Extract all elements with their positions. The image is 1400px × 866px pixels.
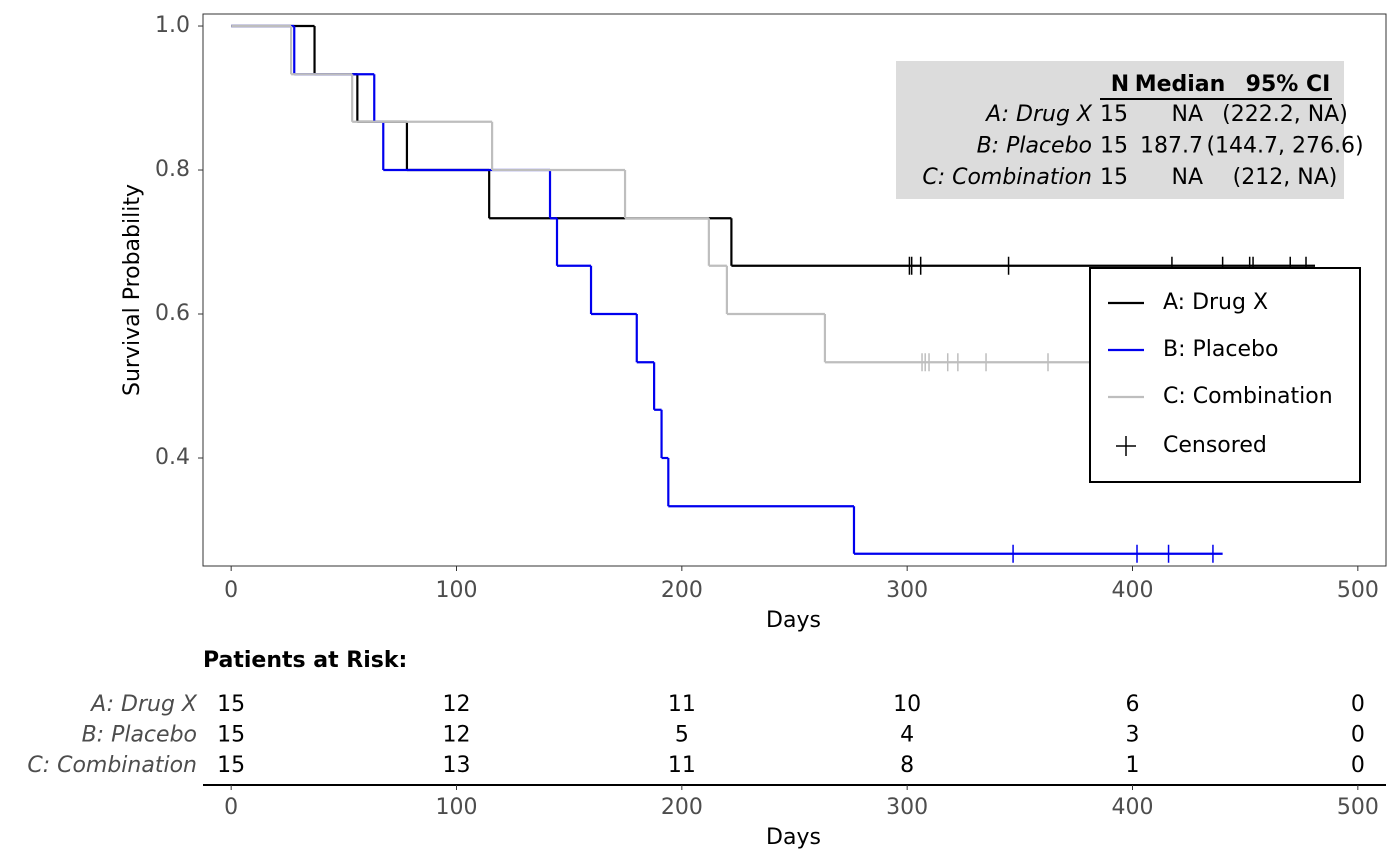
censor-mark xyxy=(1132,544,1143,563)
censor-mark xyxy=(906,256,917,275)
censor-mark xyxy=(952,353,963,372)
risk-x-tick-label: 400 xyxy=(1112,795,1154,820)
risk-label: A: Drug X xyxy=(89,692,198,717)
legend-label: C: Combination xyxy=(1163,384,1333,409)
legend-label: A: Drug X xyxy=(1163,290,1268,315)
y-tick-label: 0.8 xyxy=(155,157,190,182)
x-tick-label: 0 xyxy=(224,578,238,603)
risk-count: 12 xyxy=(443,723,471,748)
censor-mark xyxy=(1003,256,1014,275)
x-tick-label: 200 xyxy=(661,578,703,603)
x-tick-label: 300 xyxy=(886,578,928,603)
censor-mark xyxy=(1008,544,1019,563)
risk-count: 11 xyxy=(668,753,696,778)
risk-count: 5 xyxy=(675,723,689,748)
risk-count: 15 xyxy=(217,723,245,748)
risk-x-tick-label: 0 xyxy=(224,795,238,820)
summary-ci: (212, NA) xyxy=(1233,165,1338,190)
summary-median: 187.7 xyxy=(1140,134,1203,159)
risk-count: 0 xyxy=(1351,723,1365,748)
x-axis-title: Days xyxy=(766,608,821,633)
x-tick-label: 100 xyxy=(436,578,478,603)
y-tick-label: 0.6 xyxy=(155,301,190,326)
plot-border xyxy=(202,13,1387,567)
y-axis-title: Survival Probability xyxy=(120,184,145,396)
risk-x-axis-title: Days xyxy=(766,825,821,850)
x-tick-label: 500 xyxy=(1337,578,1379,603)
summary-label: C: Combination xyxy=(922,165,1092,190)
summary-n: 15 xyxy=(1100,134,1128,159)
legend-label: B: Placebo xyxy=(1163,337,1278,362)
summary-median: NA xyxy=(1171,165,1203,190)
risk-count: 3 xyxy=(1126,723,1140,748)
risk-count: 11 xyxy=(668,692,696,717)
summary-header: N xyxy=(1111,72,1129,97)
risk-count: 8 xyxy=(900,753,914,778)
summary-ci: (222.2, NA) xyxy=(1222,102,1348,127)
risk-label: B: Placebo xyxy=(82,723,197,748)
risk-x-tick-label: 500 xyxy=(1337,795,1379,820)
summary-n: 15 xyxy=(1100,102,1128,127)
risk-title: Patients at Risk: xyxy=(203,648,407,673)
risk-x-tick-label: 200 xyxy=(661,795,703,820)
risk-count: 10 xyxy=(893,692,921,717)
summary-median: NA xyxy=(1171,102,1203,127)
x-tick-label: 400 xyxy=(1112,578,1154,603)
risk-count: 6 xyxy=(1126,692,1140,717)
risk-count: 13 xyxy=(443,753,471,778)
summary-box xyxy=(896,61,1344,199)
censor-mark xyxy=(924,353,935,372)
summary-header: Median xyxy=(1135,72,1226,97)
risk-count: 12 xyxy=(443,692,471,717)
censor-mark xyxy=(981,353,992,372)
risk-count: 15 xyxy=(217,692,245,717)
summary-n: 15 xyxy=(1100,165,1128,190)
censor-mark xyxy=(1043,353,1053,372)
risk-count: 0 xyxy=(1351,692,1365,717)
summary-label: A: Drug X xyxy=(984,102,1093,127)
summary-label: B: Placebo xyxy=(977,134,1092,159)
y-tick-label: 1.0 xyxy=(155,13,190,38)
risk-x-tick-label: 300 xyxy=(886,795,928,820)
risk-count: 1 xyxy=(1126,753,1140,778)
legend-censor-swatch xyxy=(1116,436,1136,456)
censor-mark xyxy=(1163,544,1174,563)
censor-mark xyxy=(942,353,953,372)
risk-count: 15 xyxy=(217,753,245,778)
y-tick-label: 0.4 xyxy=(155,445,190,470)
risk-count: 4 xyxy=(900,723,914,748)
legend-label: Censored xyxy=(1163,433,1267,458)
summary-ci: (144.7, 276.6) xyxy=(1206,134,1363,159)
risk-label: C: Combination xyxy=(27,753,197,778)
risk-count: 0 xyxy=(1351,753,1365,778)
risk-x-tick-label: 100 xyxy=(436,795,478,820)
summary-header: 95% CI xyxy=(1246,72,1331,97)
censor-mark xyxy=(1207,544,1218,563)
censor-mark xyxy=(915,256,926,275)
